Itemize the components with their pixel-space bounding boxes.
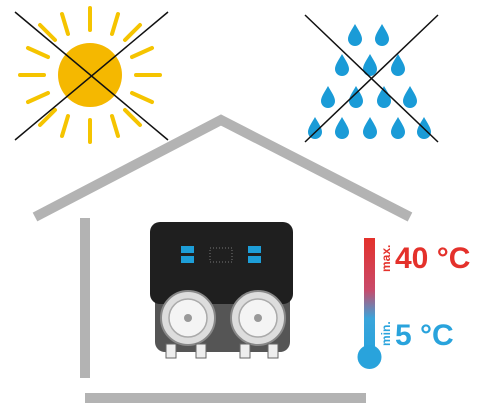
dosing-pump <box>150 222 293 359</box>
rain-cross <box>304 14 439 143</box>
min-label: min. <box>379 321 393 346</box>
thermometer-bulb <box>357 345 382 369</box>
thermometer-tube <box>364 238 375 353</box>
max-temp: 40 °C <box>395 242 470 275</box>
max-label: max. <box>379 245 393 272</box>
sun <box>18 6 162 144</box>
sun-cross <box>14 11 169 141</box>
house <box>32 114 413 403</box>
min-temp: 5 °C <box>395 319 454 352</box>
